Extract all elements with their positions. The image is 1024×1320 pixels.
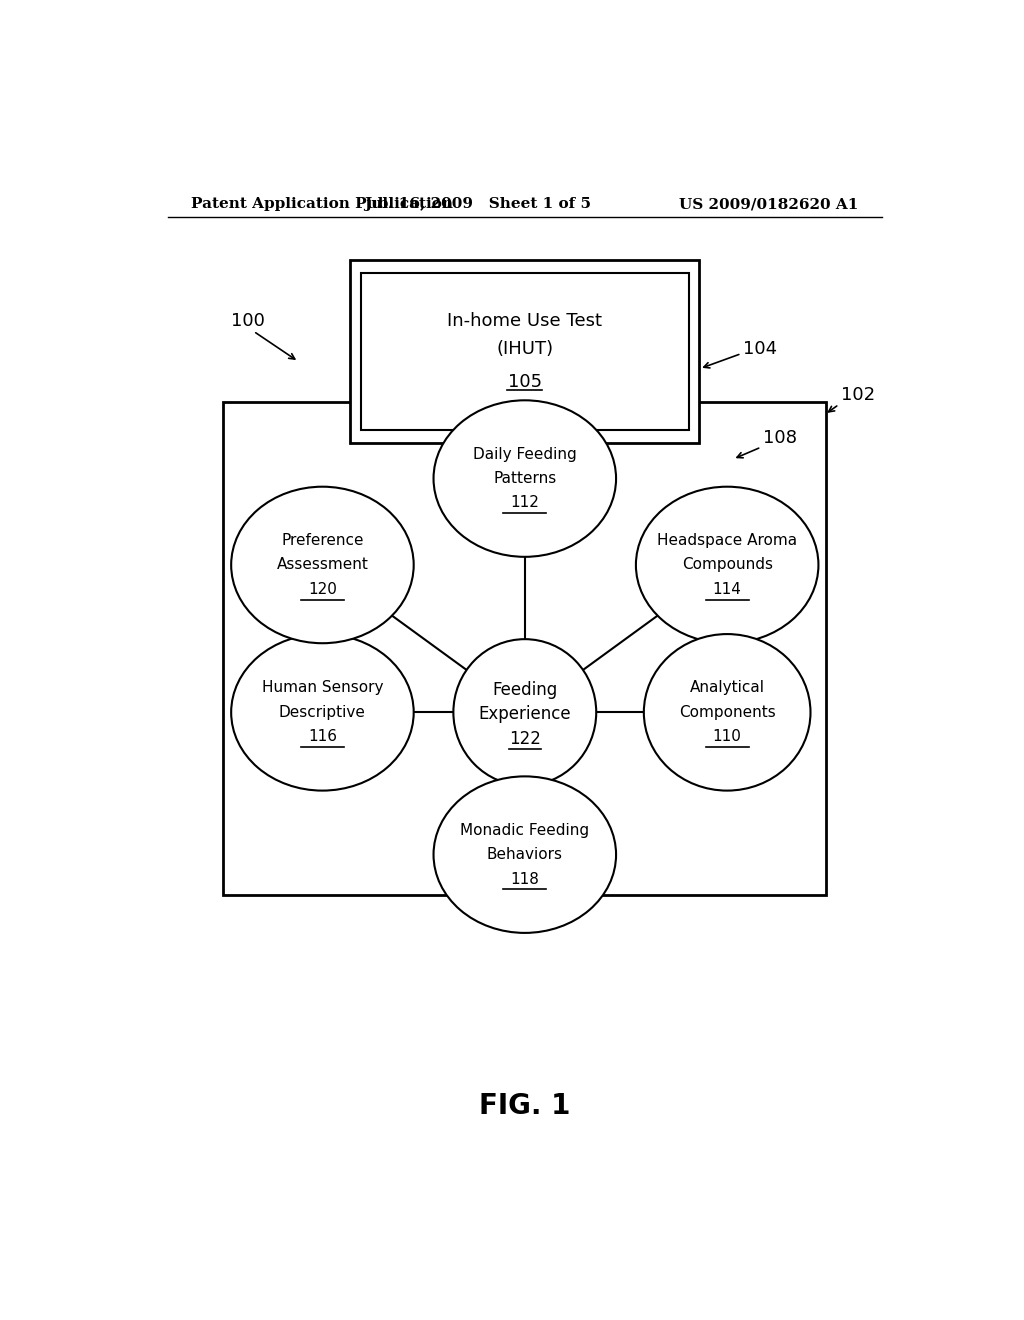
Ellipse shape [644,634,811,791]
Text: Preference: Preference [282,533,364,548]
FancyBboxPatch shape [223,403,826,895]
Text: 112: 112 [510,495,540,511]
Text: 116: 116 [308,729,337,744]
FancyBboxPatch shape [350,260,699,444]
Text: (IHUT): (IHUT) [497,341,553,359]
Text: 122: 122 [509,730,541,747]
Text: Descriptive: Descriptive [279,705,366,719]
Ellipse shape [433,776,616,933]
Text: Assessment: Assessment [276,557,369,573]
Ellipse shape [636,487,818,643]
Ellipse shape [454,639,596,785]
Text: 120: 120 [308,582,337,597]
Text: Patterns: Patterns [494,471,556,486]
Text: Human Sensory: Human Sensory [262,680,383,696]
Text: In-home Use Test: In-home Use Test [447,312,602,330]
Text: Feeding: Feeding [493,681,557,700]
Text: US 2009/0182620 A1: US 2009/0182620 A1 [679,197,858,211]
Ellipse shape [433,400,616,557]
Text: Experience: Experience [478,705,571,723]
Text: 105: 105 [508,374,542,391]
Text: 114: 114 [713,582,741,597]
Text: Headspace Aroma: Headspace Aroma [657,533,798,548]
Text: 100: 100 [231,312,265,330]
Ellipse shape [231,487,414,643]
Text: 106: 106 [545,459,579,478]
Text: Analytical: Analytical [690,680,765,696]
Text: Components: Components [679,705,775,719]
Text: Patent Application Publication: Patent Application Publication [191,197,454,211]
FancyBboxPatch shape [360,273,689,430]
Text: Monadic Feeding: Monadic Feeding [460,822,590,838]
Text: Daily Feeding: Daily Feeding [473,446,577,462]
Text: 110: 110 [713,729,741,744]
Text: Compounds: Compounds [682,557,773,573]
Ellipse shape [231,634,414,791]
Text: 102: 102 [841,387,874,404]
Text: 104: 104 [743,339,777,358]
Text: Jul. 16, 2009   Sheet 1 of 5: Jul. 16, 2009 Sheet 1 of 5 [364,197,591,211]
Text: 118: 118 [510,871,540,887]
Text: Behaviors: Behaviors [486,847,563,862]
Text: 108: 108 [763,429,797,447]
Text: FIG. 1: FIG. 1 [479,1092,570,1119]
